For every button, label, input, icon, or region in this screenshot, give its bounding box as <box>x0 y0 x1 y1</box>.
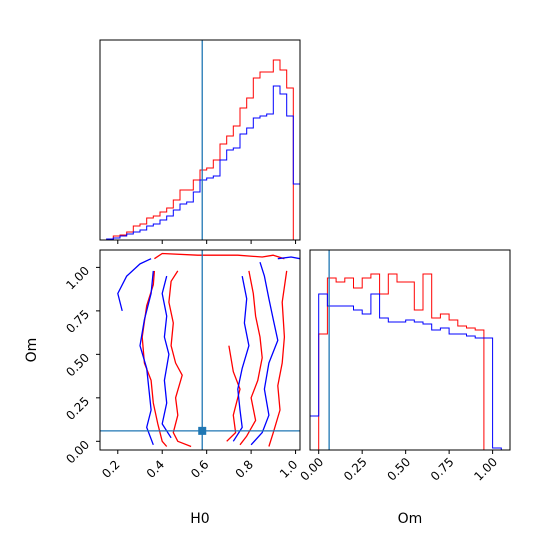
om-y-tick-label: 0.25 <box>63 394 92 423</box>
contour-line-7 <box>139 270 154 446</box>
contour-line-10 <box>232 275 250 442</box>
contour-line-11 <box>277 256 300 260</box>
h0-marginal-panel <box>99 39 301 244</box>
histogram-series-0 <box>310 273 502 451</box>
contour-line-9 <box>250 262 279 446</box>
x-axis-title-h0: H0 <box>190 511 209 527</box>
contour-line-5 <box>226 345 241 442</box>
contour-frame <box>99 249 301 451</box>
om-y-tick-label: 0.75 <box>63 307 92 336</box>
h0-marginal-frame <box>99 39 301 241</box>
h0-x-tick-label: 0.6 <box>188 457 211 480</box>
om-y-tick-label: 0.00 <box>63 438 92 467</box>
contour-line-4 <box>268 270 288 447</box>
om-y-tick-label: 1.00 <box>63 264 92 293</box>
om-x-tick-label: 0.75 <box>428 455 457 484</box>
contour-line-8 <box>161 275 172 439</box>
truth-marker <box>198 426 207 435</box>
histogram-series-0 <box>100 59 300 241</box>
contour-line-6 <box>117 258 152 312</box>
x-axis-title-om: Om <box>398 511 423 527</box>
om-x-tick-label: 0.25 <box>341 455 370 484</box>
h0-x-tick-label: 0.2 <box>99 457 122 480</box>
h0-x-tick-label: 0.4 <box>144 457 167 480</box>
om-marginal-panel: 0.00 0.25 0.50 0.75 1.00 <box>297 249 511 484</box>
histogram-series-1 <box>100 85 301 241</box>
om-x-tick-label: 0.50 <box>384 455 413 484</box>
om-x-tick-label: 1.00 <box>471 455 500 484</box>
h0-x-tick-label: 1.0 <box>277 457 300 480</box>
contour-line-2 <box>168 270 192 448</box>
contour-line-0 <box>154 252 285 260</box>
om-y-tick-label: 0.50 <box>63 351 92 380</box>
histogram-series-1 <box>309 293 502 450</box>
om-marginal-frame <box>309 249 511 451</box>
om-x-tick-label: 0.00 <box>297 455 326 484</box>
y-axis-title-om: Om <box>24 338 40 363</box>
h0-om-contour-panel: 0.2 0.4 0.6 0.8 1.0 0.00 0.25 0.50 0.75 1.00 <box>63 249 301 481</box>
contour-line-3 <box>239 270 263 446</box>
h0-x-tick-label: 0.8 <box>233 457 256 480</box>
contour-lines <box>100 250 300 450</box>
